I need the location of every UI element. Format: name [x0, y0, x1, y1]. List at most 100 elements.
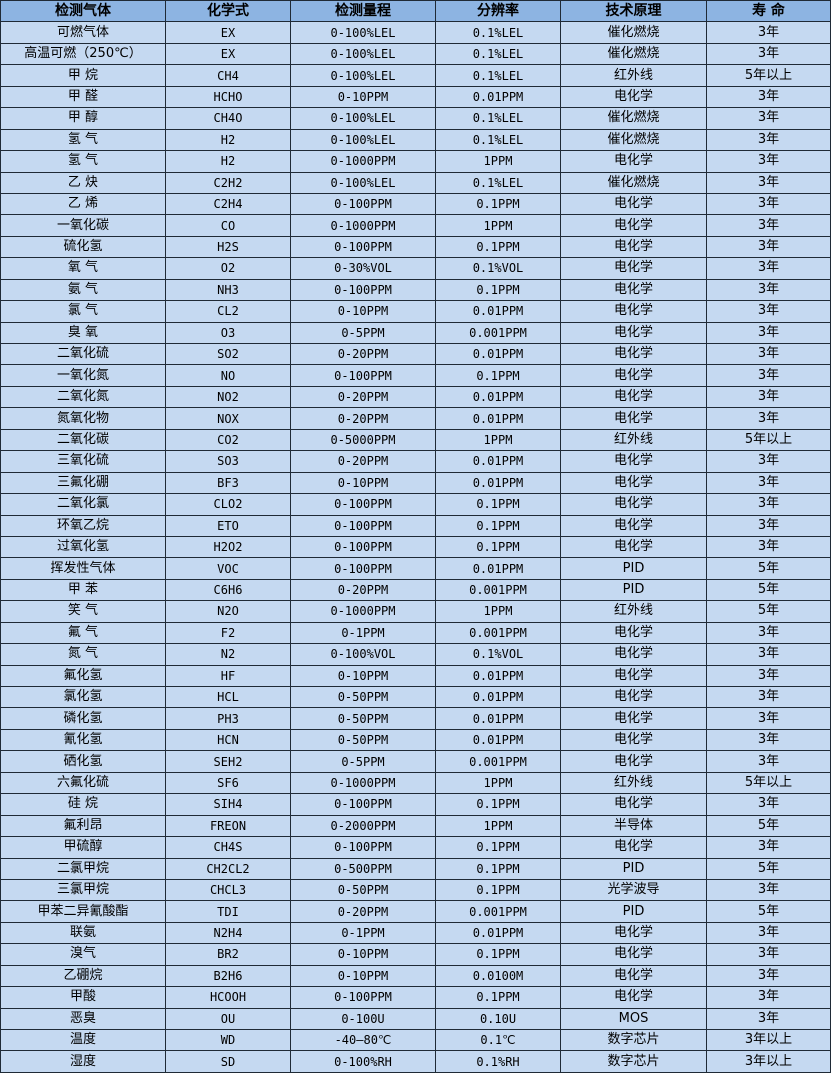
cell-gas: 磷化氢 [0, 707, 166, 730]
cell-formula: B2H6 [165, 964, 291, 988]
cell-lifespan: 5年 [706, 900, 831, 923]
cell-gas: 硅 烷 [0, 793, 166, 816]
cell-resolution: 1PPM [435, 428, 561, 452]
cell-range: 0-20PPM [290, 385, 436, 409]
cell-principle: 催化燃烧 [560, 128, 707, 152]
cell-gas: 氰化氢 [0, 728, 166, 752]
cell-gas: 氨 气 [0, 278, 166, 302]
cell-range: 0-50PPM [290, 685, 436, 709]
cell-principle: 催化燃烧 [560, 171, 707, 194]
table-row: 三氯甲烷 CHCL3 0-50PPM 0.1PPM 光学波导 3年 [0, 878, 831, 902]
table-row: 氨 气 NH3 0-100PPM 0.1PPM 电化学 3年 [0, 278, 831, 302]
cell-formula: H2 [165, 150, 291, 173]
cell-resolution: 0.1%LEL [435, 128, 561, 152]
cell-range: 0-10PPM [290, 964, 436, 988]
cell-resolution: 0.1PPM [435, 836, 561, 859]
cell-gas: 乙硼烷 [0, 964, 166, 988]
table-row: 高温可燃（250℃） EX 0-100%LEL 0.1%LEL 催化燃烧 3年 [0, 42, 831, 66]
cell-resolution: 0.01PPM [435, 407, 561, 430]
table-row: 氧 气 O2 0-30%VOL 0.1%VOL 电化学 3年 [0, 257, 831, 280]
cell-range: 0-10PPM [290, 85, 436, 109]
cell-principle: 数字芯片 [560, 1050, 707, 1073]
cell-gas: 一氧化氮 [0, 364, 166, 387]
cell-resolution: 0.1PPM [435, 535, 561, 559]
cell-range: 0-500PPM [290, 857, 436, 880]
cell-lifespan: 3年 [706, 750, 831, 773]
table-row: 甲 苯 C6H6 0-20PPM 0.001PPM PID 5年 [0, 578, 831, 602]
cell-principle: 红外线 [560, 600, 707, 623]
cell-resolution: 0.1PPM [435, 514, 561, 537]
cell-principle: 电化学 [560, 300, 707, 323]
cell-resolution: 0.001PPM [435, 321, 561, 345]
cell-gas: 三氧化硫 [0, 450, 166, 473]
cell-principle: 电化学 [560, 235, 707, 259]
cell-resolution: 0.1%VOL [435, 257, 561, 280]
cell-gas: 氢 气 [0, 128, 166, 152]
cell-principle: 红外线 [560, 64, 707, 87]
cell-lifespan: 3年 [706, 450, 831, 473]
cell-resolution: 0.1PPM [435, 793, 561, 816]
table-row: 硫化氢 H2S 0-100PPM 0.1PPM 电化学 3年 [0, 235, 831, 259]
table-row: 乙硼烷 B2H6 0-10PPM 0.0100M 电化学 3年 [0, 964, 831, 988]
cell-formula: FREON [165, 814, 291, 838]
cell-principle: 电化学 [560, 257, 707, 280]
cell-range: 0-20PPM [290, 900, 436, 923]
cell-range: 0-5PPM [290, 321, 436, 345]
cell-gas: 甲 苯 [0, 578, 166, 602]
header-resolution: 分辨率 [435, 0, 561, 23]
cell-formula: CH2CL2 [165, 857, 291, 880]
cell-range: 0-20PPM [290, 578, 436, 602]
cell-resolution: 0.001PPM [435, 621, 561, 645]
cell-gas: 高温可燃（250℃） [0, 42, 166, 66]
cell-principle: 电化学 [560, 621, 707, 645]
cell-formula: BR2 [165, 943, 291, 966]
cell-resolution: 1PPM [435, 150, 561, 173]
cell-resolution: 1PPM [435, 771, 561, 795]
cell-range: 0-20PPM [290, 342, 436, 366]
cell-resolution: 0.1PPM [435, 878, 561, 902]
cell-principle: 电化学 [560, 685, 707, 709]
cell-range: 0-100%LEL [290, 107, 436, 130]
cell-formula: NO2 [165, 385, 291, 409]
cell-formula: H2S [165, 235, 291, 259]
cell-range: 0-10PPM [290, 300, 436, 323]
cell-principle: 催化燃烧 [560, 21, 707, 44]
table-row: 湿度 SD 0-100%RH 0.1%RH 数字芯片 3年以上 [0, 1050, 831, 1073]
cell-range: 0-100%LEL [290, 42, 436, 66]
cell-formula: O2 [165, 257, 291, 280]
cell-gas: 溴气 [0, 943, 166, 966]
cell-range: 0-1000PPM [290, 600, 436, 623]
cell-lifespan: 3年以上 [706, 1050, 831, 1073]
cell-gas: 二氧化氮 [0, 385, 166, 409]
cell-resolution: 0.1PPM [435, 943, 561, 966]
cell-gas: 甲苯二异氰酸酯 [0, 900, 166, 923]
cell-lifespan: 3年 [706, 793, 831, 816]
table-row: 磷化氢 PH3 0-50PPM 0.01PPM 电化学 3年 [0, 707, 831, 730]
header-gas: 检测气体 [0, 0, 166, 23]
cell-principle: 电化学 [560, 664, 707, 688]
table-row: 甲酸 HCOOH 0-100PPM 0.1PPM 电化学 3年 [0, 986, 831, 1009]
cell-range: 0-2000PPM [290, 814, 436, 838]
cell-principle: 电化学 [560, 385, 707, 409]
cell-resolution: 0.01PPM [435, 728, 561, 752]
cell-principle: 电化学 [560, 964, 707, 988]
cell-lifespan: 3年 [706, 278, 831, 302]
cell-principle: 电化学 [560, 643, 707, 666]
cell-principle: 电化学 [560, 728, 707, 752]
cell-lifespan: 3年 [706, 150, 831, 173]
cell-formula: CH4 [165, 64, 291, 87]
table-row: 氟利昂 FREON 0-2000PPM 1PPM 半导体 5年 [0, 814, 831, 838]
cell-lifespan: 3年 [706, 21, 831, 44]
cell-principle: 电化学 [560, 407, 707, 430]
cell-lifespan: 3年 [706, 214, 831, 237]
cell-formula: O3 [165, 321, 291, 345]
table-row: 一氧化氮 NO 0-100PPM 0.1PPM 电化学 3年 [0, 364, 831, 387]
cell-resolution: 0.1%LEL [435, 21, 561, 44]
cell-principle: 电化学 [560, 986, 707, 1009]
cell-resolution: 0.1%VOL [435, 643, 561, 666]
cell-principle: 电化学 [560, 793, 707, 816]
cell-principle: 电化学 [560, 192, 707, 216]
cell-resolution: 0.001PPM [435, 900, 561, 923]
cell-gas: 可燃气体 [0, 21, 166, 44]
